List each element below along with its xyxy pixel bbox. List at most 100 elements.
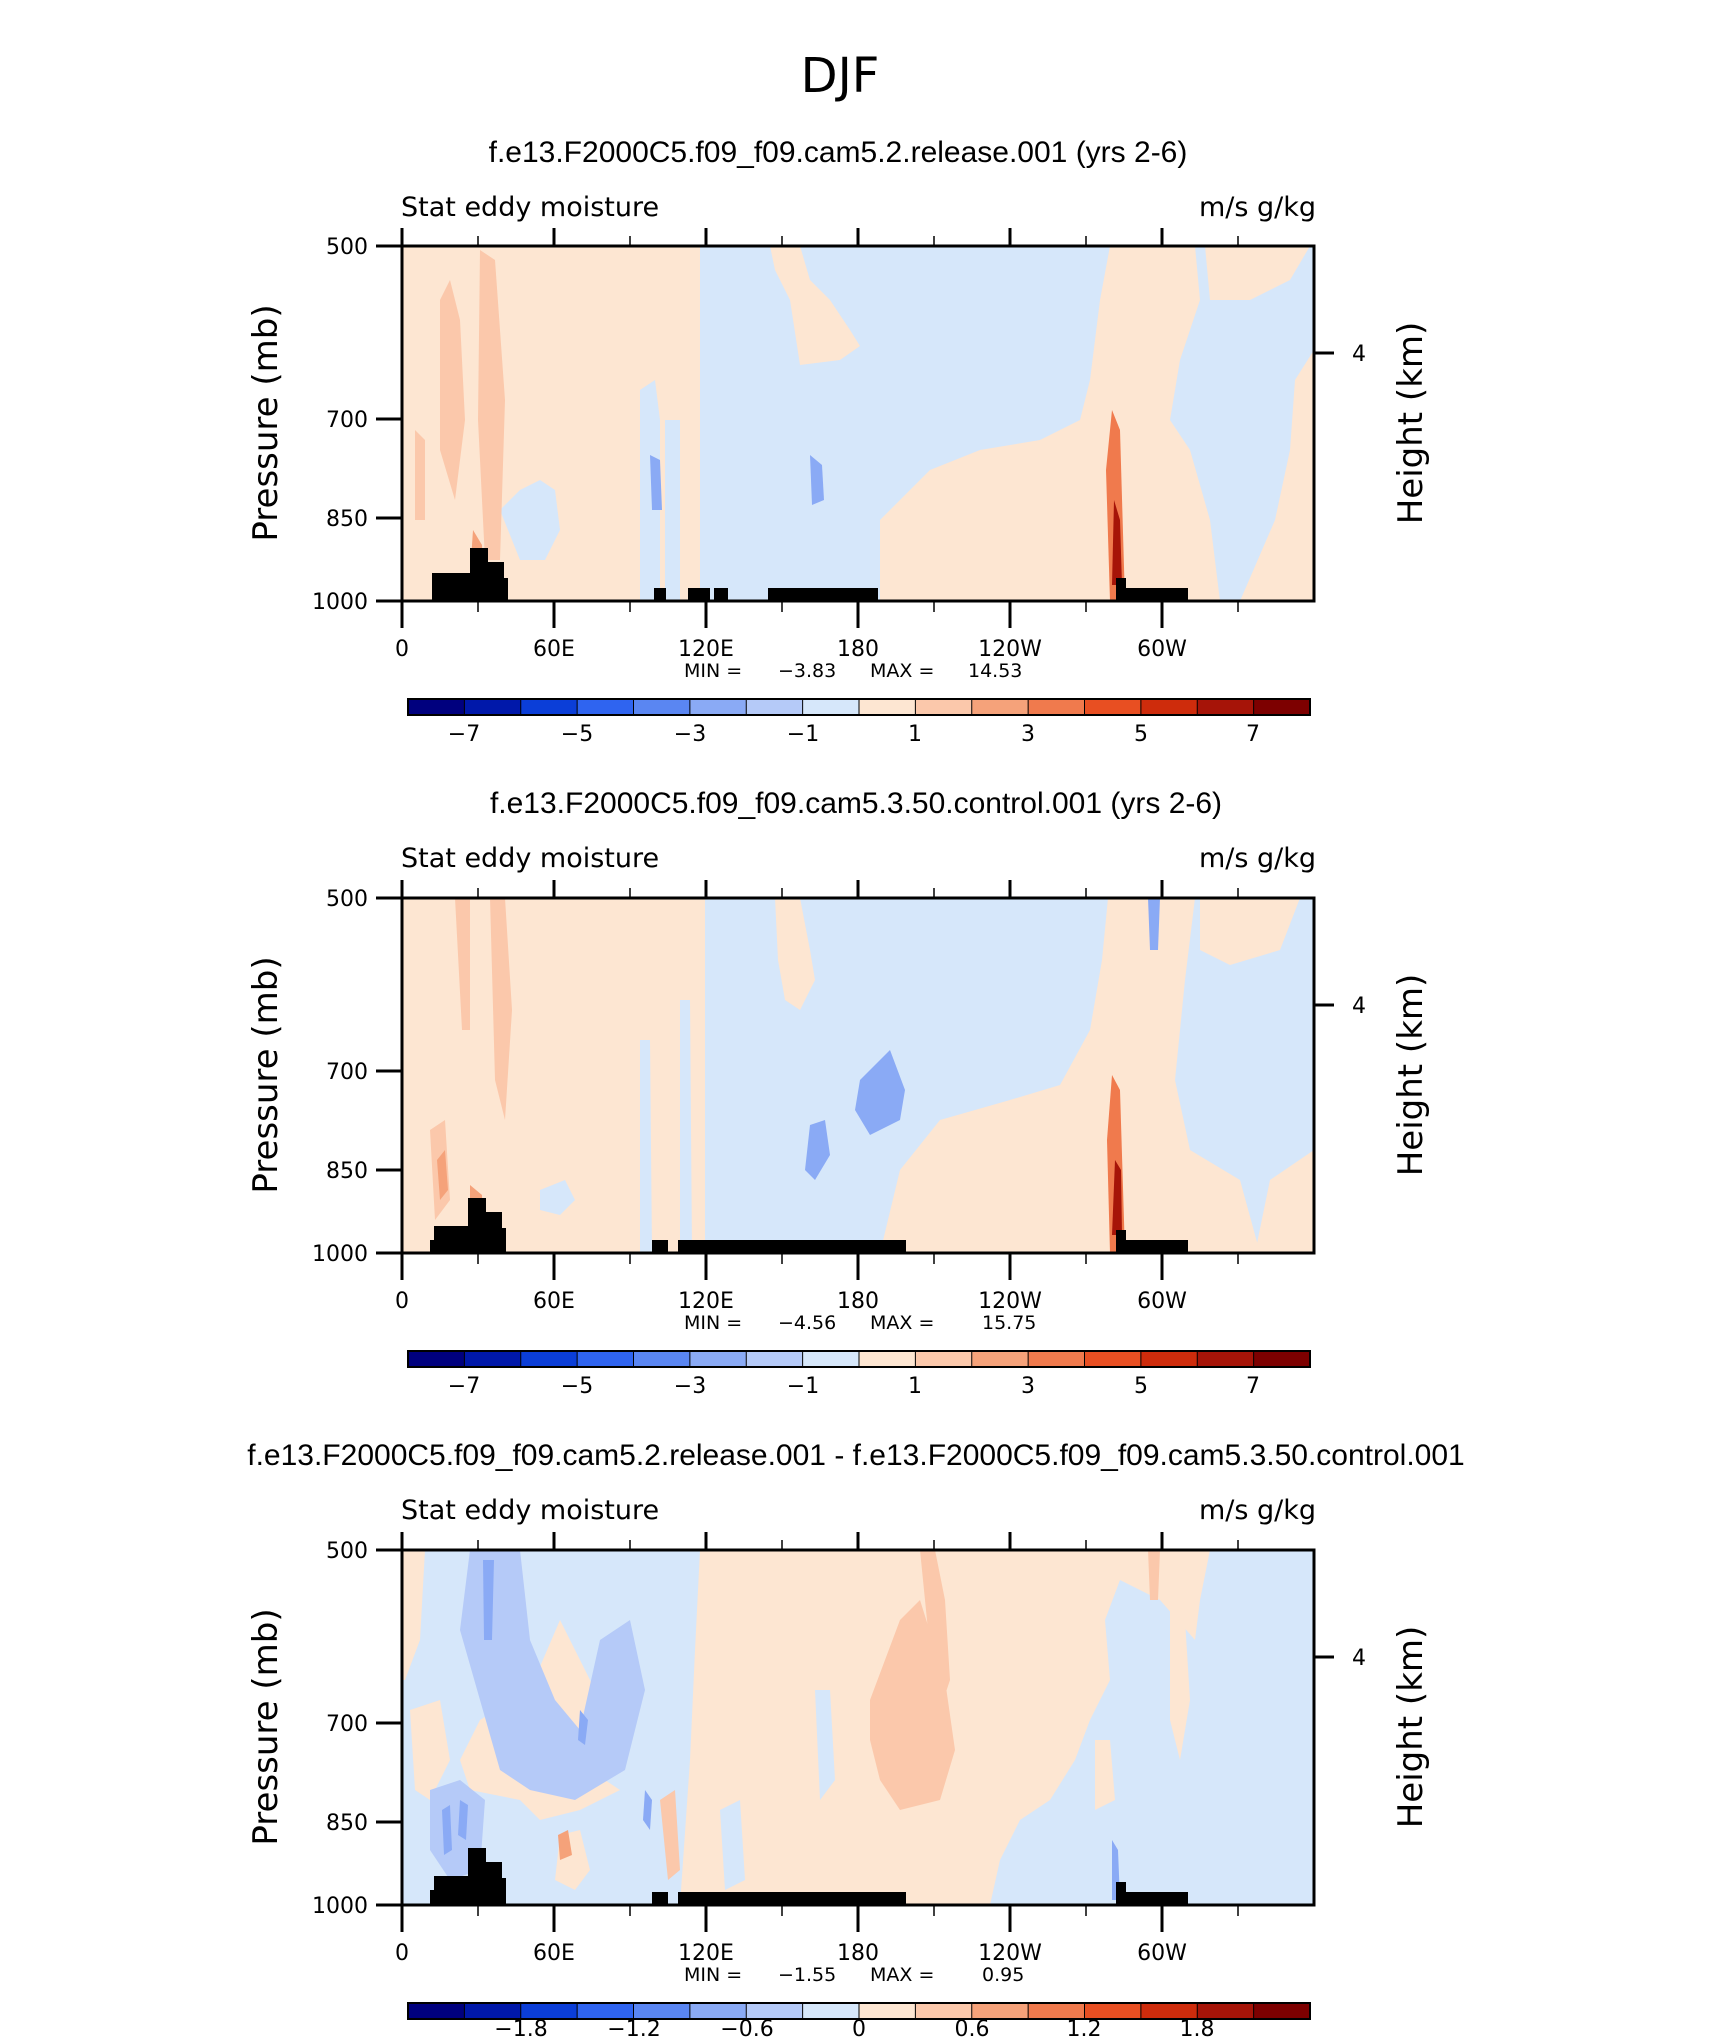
colorbar-cell [859, 2003, 916, 2019]
panel-title: f.e13.F2000C5.f09_f09.cam5.2.release.001… [247, 1439, 1464, 1472]
y-right-axis-label: Height (km) [1391, 1626, 1431, 1829]
x-tick-label: 60W [1137, 1289, 1187, 1314]
x-tick-label: 0 [395, 1289, 409, 1314]
topography-mask [470, 548, 488, 601]
colorbar-cell [408, 1351, 465, 1367]
topography-mask [654, 588, 666, 601]
variable-label: Stat eddy moisture [401, 1495, 659, 1526]
colorbar-cell [1140, 699, 1198, 715]
colorbar-cell [689, 699, 747, 715]
colorbar-label: −7 [448, 1374, 480, 1399]
colorbar-label: 3 [1021, 1374, 1035, 1399]
colorbar-cell [1084, 2003, 1142, 2019]
x-tick-label: 180 [837, 1941, 879, 1966]
topography-mask [1116, 578, 1126, 601]
topography-mask [468, 1848, 486, 1905]
topography-mask [678, 1892, 906, 1905]
x-tick-label: 120W [978, 1941, 1042, 1966]
colorbar-cell [1197, 2003, 1255, 2019]
colorbar-cell [577, 699, 635, 715]
colorbar-cell [971, 2003, 1029, 2019]
colorbar-label: −1 [787, 722, 819, 747]
y-right-tick-label: 4 [1352, 1646, 1366, 1671]
colorbar-label: 1.8 [1180, 2017, 1215, 2038]
max-label: MAX = [870, 1964, 934, 1986]
min-label: MIN = [684, 660, 742, 682]
topography-mask [432, 573, 472, 601]
colorbar-label: 1.2 [1067, 2017, 1102, 2038]
x-tick-label: 0 [395, 1941, 409, 1966]
colorbar-cell [520, 699, 578, 715]
colorbar-cell [689, 1351, 747, 1367]
topography-mask [1116, 1882, 1126, 1905]
colorbar-cell [464, 2003, 522, 2019]
colorbar-cell [1197, 699, 1255, 715]
colorbar-cell [689, 2003, 747, 2019]
colorbar-cell [971, 699, 1029, 715]
colorbar-cell [1140, 2003, 1198, 2019]
y-tick-label: 850 [326, 507, 368, 532]
colorbar-cell [520, 1351, 578, 1367]
y-tick-label: 700 [326, 1060, 368, 1085]
colorbar-label: 3 [1021, 722, 1035, 747]
colorbar-cell [915, 699, 973, 715]
colorbar-cell [633, 1351, 691, 1367]
panel-title: f.e13.F2000C5.f09_f09.cam5.3.50.control.… [490, 787, 1222, 820]
panel-1: f.e13.F2000C5.f09_f09.cam5.2.release.001… [246, 136, 1431, 747]
colorbar-label: 1 [908, 1374, 922, 1399]
contour-field [402, 898, 1314, 1253]
topography-mask [678, 1240, 906, 1253]
topography-mask [502, 578, 508, 601]
units-label: m/s g/kg [1199, 1495, 1316, 1526]
colorbar-label: 1 [908, 722, 922, 747]
colorbar-cell [464, 1351, 522, 1367]
x-tick-label: 60E [533, 637, 575, 662]
y-axis-label: Pressure (mb) [246, 956, 286, 1193]
colorbar-label: 7 [1246, 1374, 1260, 1399]
x-tick-label: 60W [1137, 1941, 1187, 1966]
y-tick-label: 1000 [312, 1894, 368, 1919]
colorbar-cell [859, 1351, 916, 1367]
colorbar-cell [1028, 699, 1086, 715]
colorbar: −1.8 −1.2 −0.6 0 0.6 1.2 1.8 [407, 2002, 1311, 2038]
colorbar-label: −5 [561, 1374, 593, 1399]
colorbar-cell [408, 699, 465, 715]
x-tick-label: 120W [978, 637, 1042, 662]
topography-mask [430, 1890, 470, 1905]
colorbar: −7 −5 −3 −1 1 3 5 7 [407, 1350, 1311, 1399]
y-tick-label: 850 [326, 1811, 368, 1836]
colorbar-label: 5 [1134, 722, 1148, 747]
topography-mask [1124, 588, 1188, 601]
colorbar-cell [1253, 2003, 1311, 2019]
topography-mask [652, 1892, 668, 1905]
y-axis-label: Pressure (mb) [246, 304, 286, 541]
topography-mask [1116, 1230, 1126, 1253]
colorbar-cell [802, 1351, 860, 1367]
topography-mask [484, 1212, 502, 1253]
min-label: MIN = [684, 1964, 742, 1986]
colorbar-label: 7 [1246, 722, 1260, 747]
colorbar-cell [859, 699, 916, 715]
y-tick-label: 500 [326, 1539, 368, 1564]
colorbar-cell [915, 1351, 973, 1367]
y-tick-label: 1000 [312, 1242, 368, 1267]
x-tick-label: 60E [533, 1941, 575, 1966]
colorbar-cell [1197, 1351, 1255, 1367]
x-tick-label: 180 [837, 637, 879, 662]
colorbar-cell [1253, 1351, 1311, 1367]
min-value: −1.55 [778, 1964, 836, 1986]
colorbar-cell [1084, 699, 1142, 715]
topography-mask [430, 1240, 470, 1253]
colorbar-label: −3 [674, 722, 706, 747]
topography-mask [768, 588, 878, 601]
colorbar-cell [520, 2003, 578, 2019]
colorbar-label: −3 [674, 1374, 706, 1399]
colorbar-cell [1028, 2003, 1086, 2019]
min-value: −4.56 [778, 1312, 836, 1334]
colorbar-cell [1028, 1351, 1086, 1367]
topography-mask [1124, 1240, 1188, 1253]
colorbar-cell [915, 2003, 973, 2019]
min-value: −3.83 [778, 660, 836, 682]
y-right-tick-label: 4 [1352, 342, 1366, 367]
